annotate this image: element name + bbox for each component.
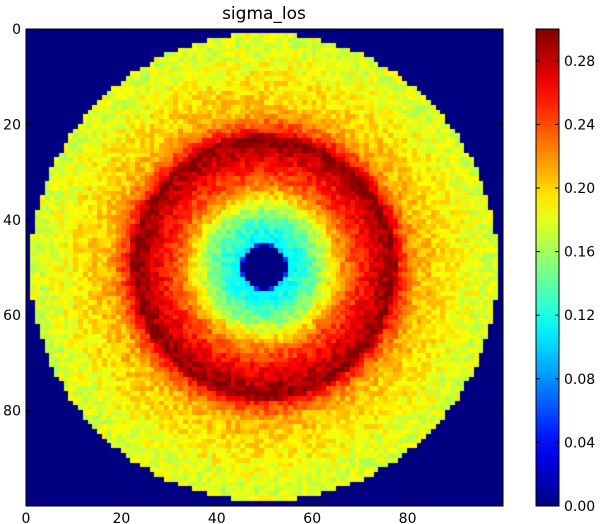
x-tick-label: 40 (208, 511, 226, 524)
colorbar-tick-label: 0.20 (564, 181, 595, 197)
colorbar-tick-label: 0.00 (564, 499, 595, 515)
colorbar-tick-label: 0.28 (564, 54, 595, 70)
y-axis: 0 20 40 60 80 (3, 22, 503, 420)
colorbar-tick-label: 0.12 (564, 308, 595, 324)
x-tick-label: 0 (22, 511, 31, 524)
y-tick-label: 80 (3, 404, 21, 420)
y-tick-label: 20 (3, 117, 21, 133)
colorbar-tick-label: 0.16 (564, 245, 595, 261)
colorbar-tick-label: 0.24 (564, 117, 595, 133)
colorbar-tick-label: 0.08 (564, 372, 595, 388)
y-tick-label: 60 (3, 308, 21, 324)
chart-title: sigma_los (222, 4, 306, 24)
heatmap-axes-frame (25, 28, 504, 507)
x-tick-label: 80 (399, 511, 417, 524)
colorbar-axis: 0.00 0.04 0.08 0.12 0.16 0.20 0.24 0.28 (536, 54, 595, 515)
x-axis: 0 20 40 60 80 (22, 29, 417, 524)
heatmap-plot-area (26, 29, 503, 506)
colorbar-tick-label: 0.04 (564, 435, 595, 451)
y-tick-label: 40 (3, 213, 21, 229)
x-tick-label: 20 (112, 511, 130, 524)
colorbar (535, 28, 560, 507)
x-tick-label: 60 (303, 511, 321, 524)
heatmap-canvas-wrapper (26, 29, 503, 506)
y-tick-label: 0 (12, 22, 21, 38)
